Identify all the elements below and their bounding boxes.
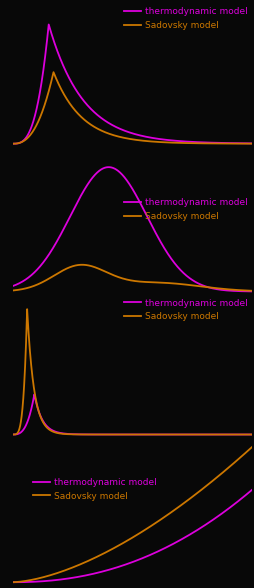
Legend: thermodynamic model, Sadovsky model: thermodynamic model, Sadovsky model: [30, 475, 160, 504]
Legend: thermodynamic model, Sadovsky model: thermodynamic model, Sadovsky model: [120, 195, 250, 225]
Legend: thermodynamic model, Sadovsky model: thermodynamic model, Sadovsky model: [120, 295, 250, 325]
Legend: thermodynamic model, Sadovsky model: thermodynamic model, Sadovsky model: [120, 4, 250, 34]
